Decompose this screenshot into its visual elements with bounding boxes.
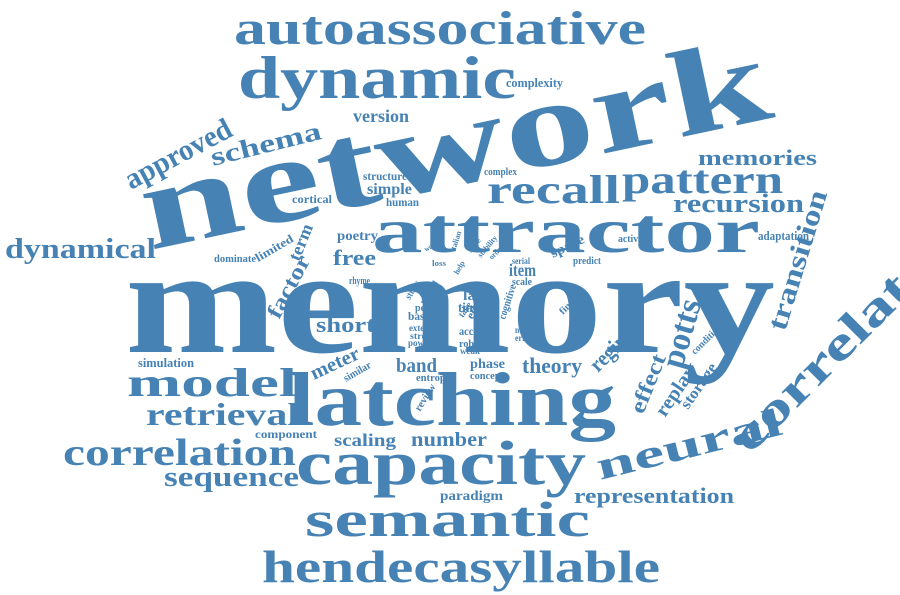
word-law: law xyxy=(463,289,488,304)
word-correlation: correlation xyxy=(63,432,296,474)
word-weak: weak xyxy=(460,346,480,356)
word-extent: extent xyxy=(409,323,432,333)
word-scale: scale xyxy=(512,276,532,288)
word-robust: robust xyxy=(459,338,487,350)
word-phase: phase xyxy=(470,357,505,372)
word-recursion: recursion xyxy=(673,189,805,218)
word-representation: representation xyxy=(574,483,734,508)
word-paradigm: paradigm xyxy=(440,489,503,504)
word-version: version xyxy=(353,106,409,126)
word-time: time xyxy=(458,301,482,316)
word-latching: latching xyxy=(288,358,616,442)
word-sequence: sequence xyxy=(164,462,299,493)
word-autoassociative: autoassociative xyxy=(234,2,646,55)
word-loss: loss xyxy=(432,259,446,268)
word-dominate: dominate xyxy=(214,254,257,265)
word-memories: memories xyxy=(698,145,818,170)
word-complexity: complexity xyxy=(506,75,563,90)
word-recall: recall xyxy=(487,167,620,212)
word-attractor: attractor xyxy=(372,195,760,266)
word-rhyme: rhyme xyxy=(349,276,370,287)
word-dynamic: dynamic xyxy=(238,45,516,111)
word-peer: peer xyxy=(415,302,434,314)
word-adaptation: adaptation xyxy=(758,228,810,243)
word-activity: activity xyxy=(618,234,649,245)
word-accent: accent xyxy=(459,324,487,338)
word-entropy: entropy xyxy=(416,373,451,384)
word-number: number xyxy=(411,429,487,451)
word-simple: simple xyxy=(367,181,412,198)
word-item: item xyxy=(509,260,536,280)
word-also: also xyxy=(421,296,435,305)
word-capacity: capacity xyxy=(296,430,586,498)
word-cortical: cortical xyxy=(292,192,333,206)
word-component: component xyxy=(255,427,317,441)
word-power: power xyxy=(408,338,432,348)
word-concept: concept xyxy=(470,371,505,382)
word-noise: noise xyxy=(515,325,532,335)
word-dynamical: dynamical xyxy=(5,234,156,265)
word-human: human xyxy=(386,195,419,209)
word-short: short xyxy=(316,312,376,337)
word-retrieval: retrieval xyxy=(146,396,299,432)
word-error: error xyxy=(515,333,533,343)
word-structure: structure xyxy=(363,169,408,183)
word-free: free xyxy=(333,245,376,270)
word-memory: memory xyxy=(125,219,775,385)
word-poetry: poetry xyxy=(337,229,378,244)
word-theory: theory xyxy=(522,353,582,378)
word-hendecasyllable: hendecasyllable xyxy=(262,541,660,592)
word-simulation: simulation xyxy=(138,355,195,370)
word-scaling: scaling xyxy=(334,430,396,450)
word-band: band xyxy=(396,355,437,377)
word-predict: predict xyxy=(573,256,602,267)
word-basis: basis xyxy=(408,309,432,323)
word-pattern: pattern xyxy=(622,157,783,202)
word-complex: complex xyxy=(484,167,517,178)
word-serial: serial xyxy=(512,256,530,266)
word-model: model xyxy=(127,360,297,405)
word-semantic: semantic xyxy=(305,491,590,547)
word-strong: strong xyxy=(410,331,438,341)
